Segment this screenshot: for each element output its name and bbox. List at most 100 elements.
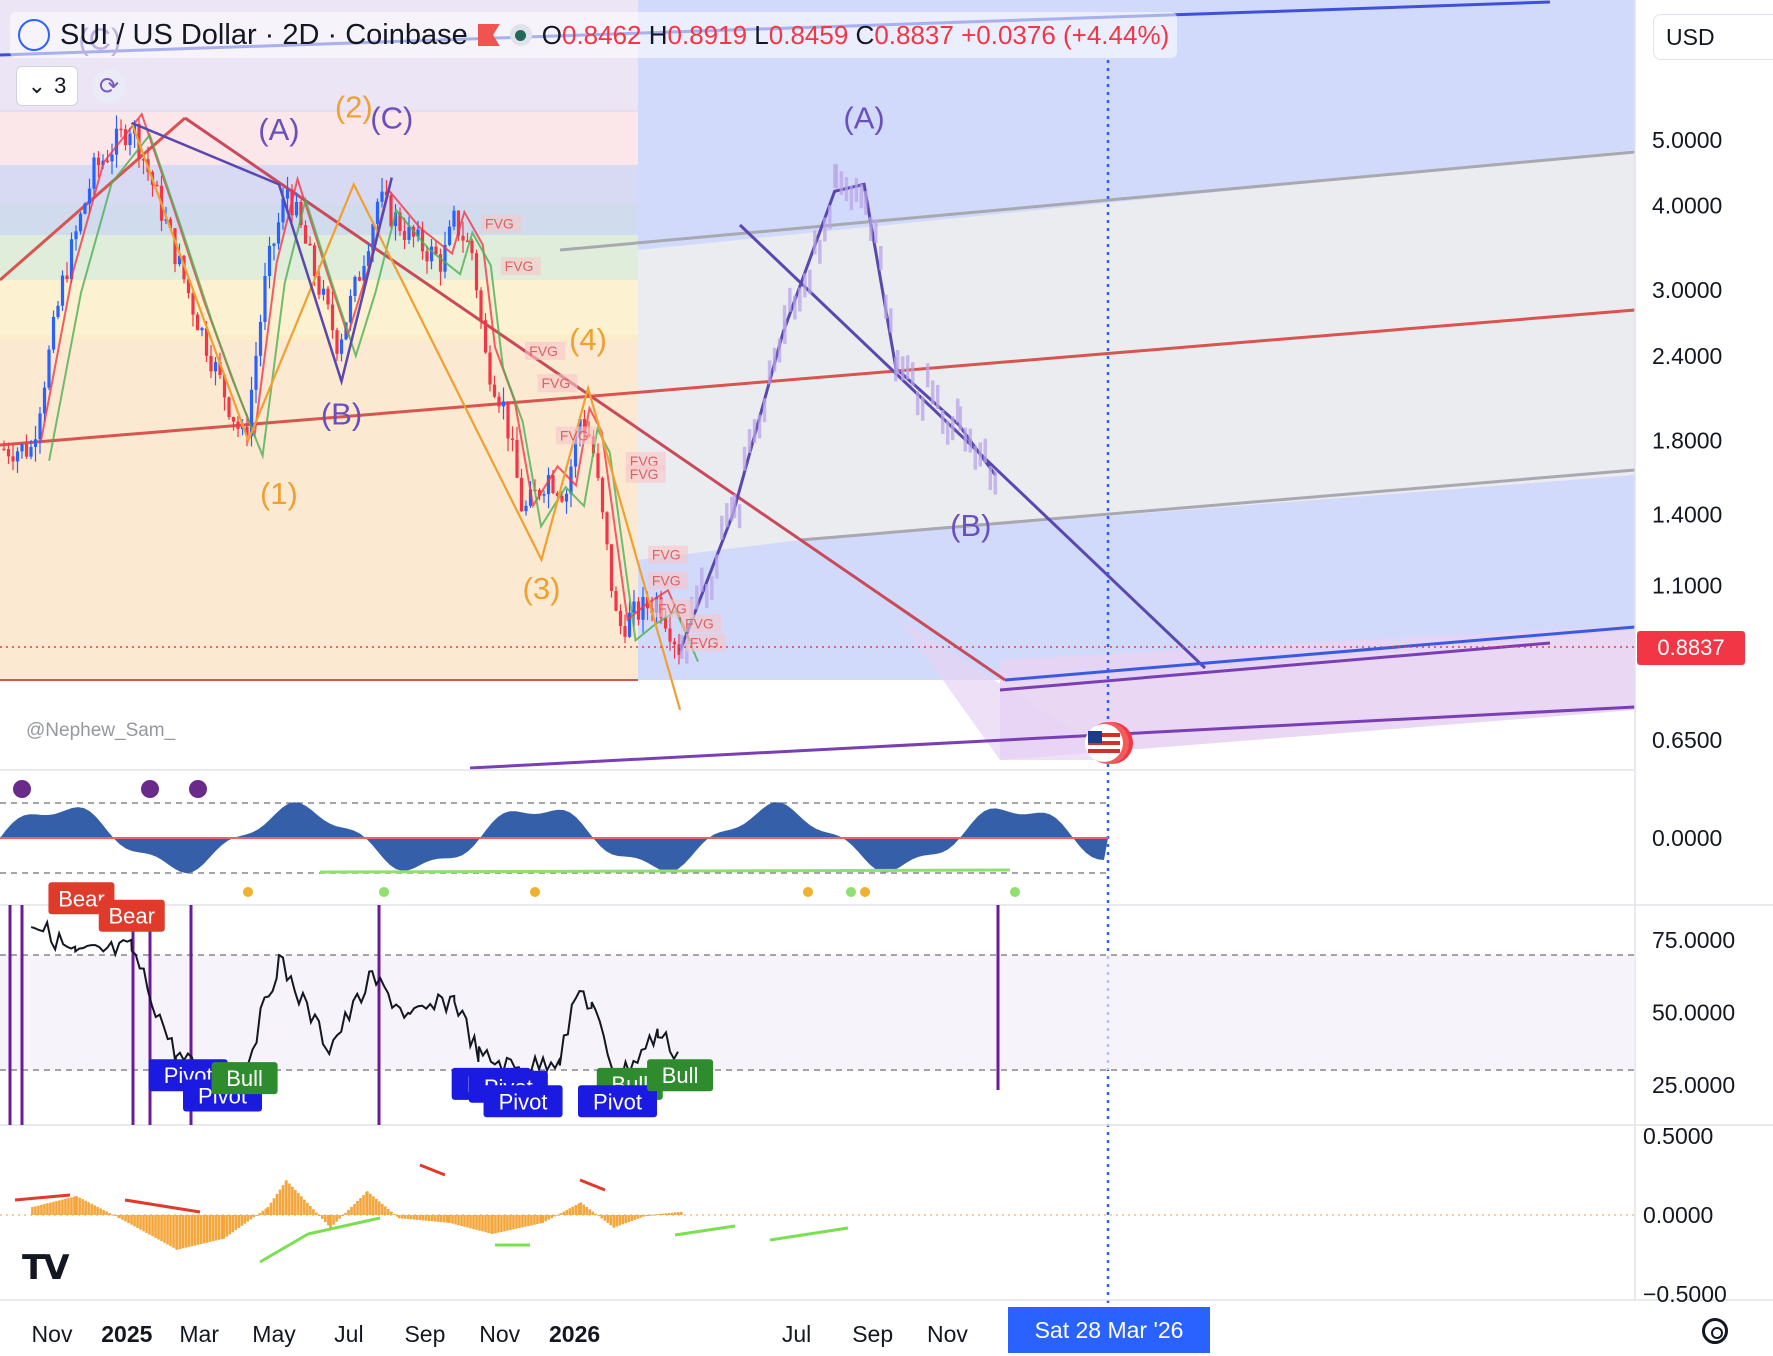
candle-body	[591, 436, 596, 454]
wave-label-4: (B)	[321, 397, 362, 432]
histogram-bar	[597, 1215, 601, 1217]
candle-body	[618, 610, 623, 627]
candle-body	[308, 243, 312, 246]
oscillator-pane	[0, 780, 1108, 897]
ghost-candle	[910, 362, 915, 387]
candle-body	[335, 330, 339, 354]
candle-body	[128, 133, 132, 146]
ghost-candle	[715, 554, 719, 579]
ghost-candle	[894, 357, 898, 382]
histogram-bar	[269, 1202, 273, 1215]
histogram-bar	[562, 1211, 566, 1215]
histogram-bar	[353, 1203, 356, 1215]
histogram-bar	[372, 1196, 375, 1215]
histogram-bar	[327, 1215, 330, 1226]
histogram-bar	[478, 1215, 481, 1231]
candle-body	[20, 444, 24, 452]
us-flag-event-icon[interactable]	[1085, 722, 1133, 764]
candle-body	[110, 154, 114, 162]
time-tick-1: 2025	[101, 1321, 152, 1347]
histogram-bar	[642, 1215, 646, 1217]
histogram-bar	[661, 1213, 665, 1215]
candle-body	[285, 189, 290, 199]
ghost-candle	[955, 398, 960, 423]
histogram-bar	[463, 1215, 466, 1227]
candle-body	[60, 275, 65, 306]
histogram-bar	[237, 1215, 241, 1228]
candle-body	[492, 384, 497, 397]
histogram-bar	[73, 1196, 76, 1215]
time-axis[interactable]: Nov 2025 Mar May Jul Sep Nov 2026 Jul Sep Nov	[32, 1321, 969, 1347]
candle-body	[191, 293, 195, 315]
histogram-bar	[243, 1215, 247, 1224]
histogram-bar	[231, 1215, 235, 1233]
histogram-bar	[585, 1206, 589, 1215]
tradingview-logo[interactable]: TV	[22, 1248, 69, 1288]
histogram-bar	[329, 1215, 332, 1228]
ghost-candle	[798, 287, 802, 312]
osc-bull-divergence	[319, 868, 1011, 874]
histogram-bar	[565, 1209, 569, 1215]
flag-icon[interactable]	[477, 24, 500, 46]
wave-label-1: (A)	[258, 112, 299, 147]
histogram-bar	[630, 1215, 634, 1222]
fvg-label-8: FVG	[652, 572, 681, 588]
price-axis[interactable]: 5.0000 4.0000 3.0000 2.4000 1.8000 1.4000 1.10…	[1643, 127, 1735, 1307]
candle-body	[6, 449, 11, 457]
ghost-candle	[700, 567, 704, 592]
histogram-bar	[494, 1215, 497, 1234]
candle-body	[294, 201, 299, 216]
candle-body	[164, 219, 168, 221]
histogram-bar	[34, 1206, 37, 1215]
last-price-tag: 0.8837	[1637, 631, 1745, 665]
projection-zigzag	[678, 182, 997, 652]
fvg-box	[625, 464, 666, 483]
histogram-bar	[225, 1215, 229, 1237]
candle-body	[267, 245, 272, 276]
indicators-collapse-button[interactable]: ⌄ 3	[16, 66, 78, 106]
wave-label-3: (C)	[370, 100, 413, 135]
rsi-tick-1: 50.0000	[1652, 1000, 1735, 1026]
time-tick-9: Sep	[852, 1321, 893, 1347]
ghost-candle	[839, 171, 844, 196]
histogram-bar	[649, 1214, 653, 1216]
candle-body	[209, 355, 213, 372]
histogram-bar	[424, 1215, 428, 1221]
histogram-bar	[303, 1199, 306, 1215]
signal-badge-0	[48, 882, 115, 915]
histogram-bar	[541, 1215, 545, 1223]
symbol-legend[interactable]: SUI / US Dollar · 2D · Coinbase O0.8462 …	[10, 12, 1178, 58]
ghost-candle	[930, 380, 935, 405]
candle-body	[218, 361, 222, 375]
histogram-bar	[509, 1215, 512, 1231]
histogram-bar	[261, 1210, 265, 1215]
ghost-candle	[864, 191, 868, 216]
fvg-box	[680, 614, 721, 633]
histogram-bar	[536, 1215, 539, 1225]
histogram-bar	[533, 1215, 536, 1225]
candle-body	[416, 229, 420, 237]
candle-body	[114, 128, 119, 155]
candle-body	[564, 493, 569, 502]
ghost-candle	[685, 639, 689, 664]
ghost-candle	[818, 239, 822, 264]
ohlc-values: O0.8462 H0.8919 L0.8459 C0.8837 +0.0376 …	[541, 19, 1170, 50]
zone-purple-bottom	[1000, 625, 1635, 760]
histogram-bar	[397, 1215, 401, 1219]
histogram-bar	[169, 1215, 172, 1247]
histogram-bar	[187, 1215, 191, 1247]
candle-body	[204, 328, 209, 356]
candle-body	[2, 448, 6, 451]
histogram-bar	[500, 1215, 503, 1232]
histogram-bar	[133, 1215, 136, 1227]
settings-gear-icon[interactable]	[1702, 1318, 1728, 1344]
ghost-candle	[742, 446, 747, 471]
histogram-bar	[436, 1215, 440, 1222]
ghost-candle	[945, 420, 950, 445]
histogram-bar	[118, 1215, 121, 1219]
histogram-bar	[518, 1215, 521, 1229]
currency-selector[interactable]: USD	[1653, 14, 1773, 60]
histogram-bar	[600, 1215, 604, 1219]
refresh-icon[interactable]: ⟳	[92, 69, 126, 103]
